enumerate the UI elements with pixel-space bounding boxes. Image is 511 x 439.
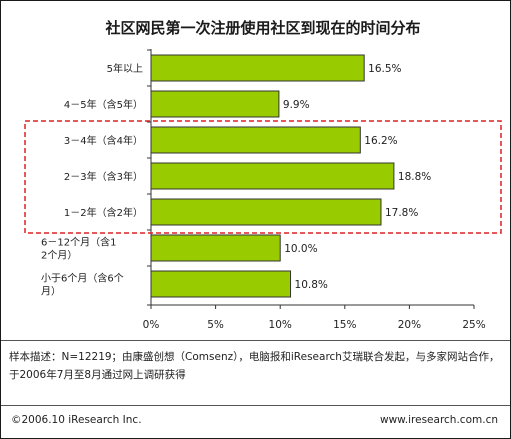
x-tick-label: 10% [269,319,292,331]
category-label: 6－12个月（含1 2个月） [41,236,116,262]
bar [150,162,395,190]
category-label: 小于6个月（含6个月） [41,272,124,298]
category-label: 5年以上 [107,62,143,75]
bar [150,54,365,82]
x-tick-label: 0% [143,319,160,331]
divider [1,340,510,341]
website-link[interactable]: www.iresearch.com.cn [379,414,498,426]
bar [150,234,281,262]
divider [1,405,510,406]
bar-chart: 社区网民第一次注册使用社区到现在的时间分布 0% 5% 10% 15% 20% 25% 16… [24,19,502,331]
category-label: 3－4年（含4年） [64,134,143,147]
value-label: 10.0% [284,243,317,255]
bar [150,126,361,154]
category-label: 2－3年（含3年） [64,170,143,183]
chart-title: 社区网民第一次注册使用社区到现在的时间分布 [104,19,420,37]
value-label: 18.8% [398,171,431,183]
value-label: 10.8% [295,279,328,291]
plot-area: 0% 5% 10% 15% 20% 25% 16.5% 5年以上 9.9% 4－5年（含5年） 16… [24,49,502,331]
value-label: 17.8% [385,207,418,219]
value-label: 9.9% [283,99,310,111]
category-label: 4－5年（含5年） [64,98,143,111]
category-label: 1－2年（含2年） [64,206,143,219]
highlight-box [24,120,502,234]
x-tick-label: 15% [333,319,356,331]
x-tick-label: 25% [462,319,485,331]
bar [150,90,280,118]
bar [150,270,292,298]
sample-note: 样本描述：N=12219；由康盛创想（Comsenz），电脑报和iResearc… [9,351,500,381]
copyright-text: ©2006.10 iResearch Inc. [11,414,142,426]
x-tick-label: 5% [207,319,224,331]
value-label: 16.2% [364,135,397,147]
bar [150,198,382,226]
value-label: 16.5% [368,63,401,75]
x-tick-label: 20% [398,319,421,331]
